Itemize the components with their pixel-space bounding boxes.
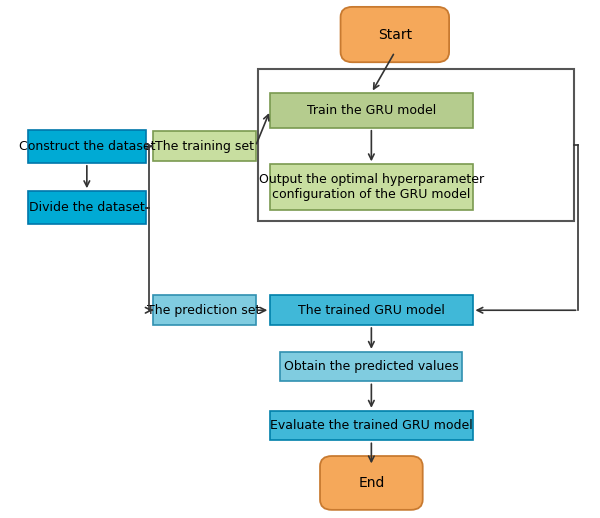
Text: The training set: The training set: [155, 140, 254, 153]
Text: End: End: [358, 476, 385, 490]
FancyBboxPatch shape: [270, 164, 473, 210]
FancyBboxPatch shape: [270, 411, 473, 440]
Text: The trained GRU model: The trained GRU model: [298, 304, 445, 316]
Text: Obtain the predicted values: Obtain the predicted values: [284, 360, 458, 373]
FancyBboxPatch shape: [153, 295, 256, 325]
FancyBboxPatch shape: [153, 132, 256, 161]
Text: Start: Start: [378, 27, 412, 41]
FancyBboxPatch shape: [270, 93, 473, 128]
FancyBboxPatch shape: [280, 352, 462, 381]
FancyBboxPatch shape: [258, 69, 574, 221]
FancyBboxPatch shape: [320, 456, 422, 510]
FancyBboxPatch shape: [341, 7, 449, 62]
Text: The prediction set: The prediction set: [148, 304, 261, 316]
Text: Construct the dataset: Construct the dataset: [19, 140, 155, 153]
FancyBboxPatch shape: [270, 295, 473, 325]
Text: Divide the dataset: Divide the dataset: [29, 202, 145, 214]
Text: Train the GRU model: Train the GRU model: [307, 104, 436, 117]
FancyBboxPatch shape: [28, 191, 146, 224]
Text: Output the optimal hyperparameter
configuration of the GRU model: Output the optimal hyperparameter config…: [259, 173, 484, 202]
FancyBboxPatch shape: [28, 130, 146, 163]
Text: Evaluate the trained GRU model: Evaluate the trained GRU model: [270, 419, 473, 432]
